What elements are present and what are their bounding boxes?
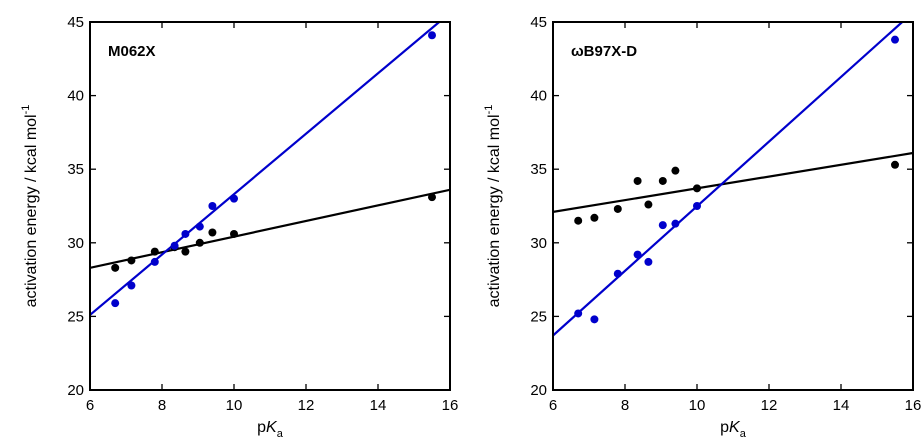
y-tick-label: 20 <box>67 382 84 399</box>
data-point <box>693 202 701 210</box>
data-point <box>170 241 179 250</box>
data-point <box>671 219 680 228</box>
y-tick-label: 35 <box>67 161 84 178</box>
x-tick-label: 10 <box>226 397 243 414</box>
fit-line <box>553 151 913 213</box>
y-tick-label: 20 <box>530 382 547 399</box>
data-point <box>181 229 190 238</box>
panel-m062x: 6 8 10 12 14 16 20 25 30 35 40 45 M062X pKa activation… <box>20 14 458 440</box>
data-point <box>111 299 120 308</box>
data-point <box>208 202 217 210</box>
data-point <box>195 222 204 231</box>
data-point <box>150 247 159 256</box>
x-tick-label: 10 <box>689 397 706 414</box>
fit-line <box>553 22 903 337</box>
data-point <box>613 269 622 278</box>
fit-line <box>90 188 450 269</box>
fit-line <box>90 22 440 316</box>
data-point <box>208 228 217 237</box>
x-tick-label: 16 <box>905 397 922 414</box>
plot-frame <box>89 21 451 391</box>
x-axis-label: pKa <box>257 419 284 440</box>
data-point <box>111 263 120 272</box>
data-point <box>590 315 599 324</box>
y-tick-label: 45 <box>67 14 84 31</box>
data-point <box>428 31 436 40</box>
y-axis-label: activation energy / kcal mol-1 <box>20 105 40 308</box>
x-tick-label: 12 <box>298 397 315 414</box>
data-point <box>127 256 136 265</box>
data-point <box>633 176 642 185</box>
y-tick-label: 40 <box>530 88 547 105</box>
x-tick-label: 14 <box>833 397 850 414</box>
data-point <box>150 257 159 266</box>
y-tick-label: 45 <box>530 14 547 31</box>
x-tick-label: 8 <box>621 397 629 414</box>
data-point <box>613 204 622 213</box>
y-tick-label: 40 <box>67 88 84 105</box>
data-point <box>195 238 204 247</box>
data-point <box>428 193 436 202</box>
panel-label: ωB97X-D <box>571 43 637 60</box>
data-point <box>658 221 667 230</box>
data-point <box>671 166 680 175</box>
x-tick-label: 8 <box>158 397 166 414</box>
data-point <box>693 184 701 193</box>
data-point <box>574 216 583 225</box>
y-tick-label: 30 <box>67 235 84 252</box>
x-tick-label: 6 <box>549 397 557 414</box>
x-tick-label: 12 <box>761 397 778 414</box>
plot-frame <box>552 21 914 391</box>
data-point <box>658 176 667 185</box>
data-point <box>891 160 899 169</box>
panel-wb97xd: 6 8 10 12 14 16 20 25 30 35 40 45 ωB97X-D pKa activati… <box>483 14 921 440</box>
data-point <box>891 35 899 44</box>
data-point <box>127 281 136 290</box>
data-point <box>644 257 653 266</box>
y-tick-label: 25 <box>67 308 84 325</box>
y-axis-label: activation energy / kcal mol-1 <box>483 105 503 308</box>
y-tick-label: 30 <box>530 235 547 252</box>
data-point <box>230 229 238 238</box>
data-point <box>574 309 583 318</box>
data-point <box>230 194 238 203</box>
y-tick-label: 25 <box>530 308 547 325</box>
y-tick-label: 35 <box>530 161 547 178</box>
panel-label: M062X <box>108 43 156 60</box>
data-point <box>644 200 653 209</box>
x-tick-label: 6 <box>86 397 94 414</box>
data-point <box>181 247 190 256</box>
x-axis-label: pKa <box>720 419 747 440</box>
data-point <box>633 250 642 259</box>
x-tick-label: 14 <box>370 397 387 414</box>
x-tick-label: 16 <box>442 397 459 414</box>
data-point <box>590 213 599 222</box>
